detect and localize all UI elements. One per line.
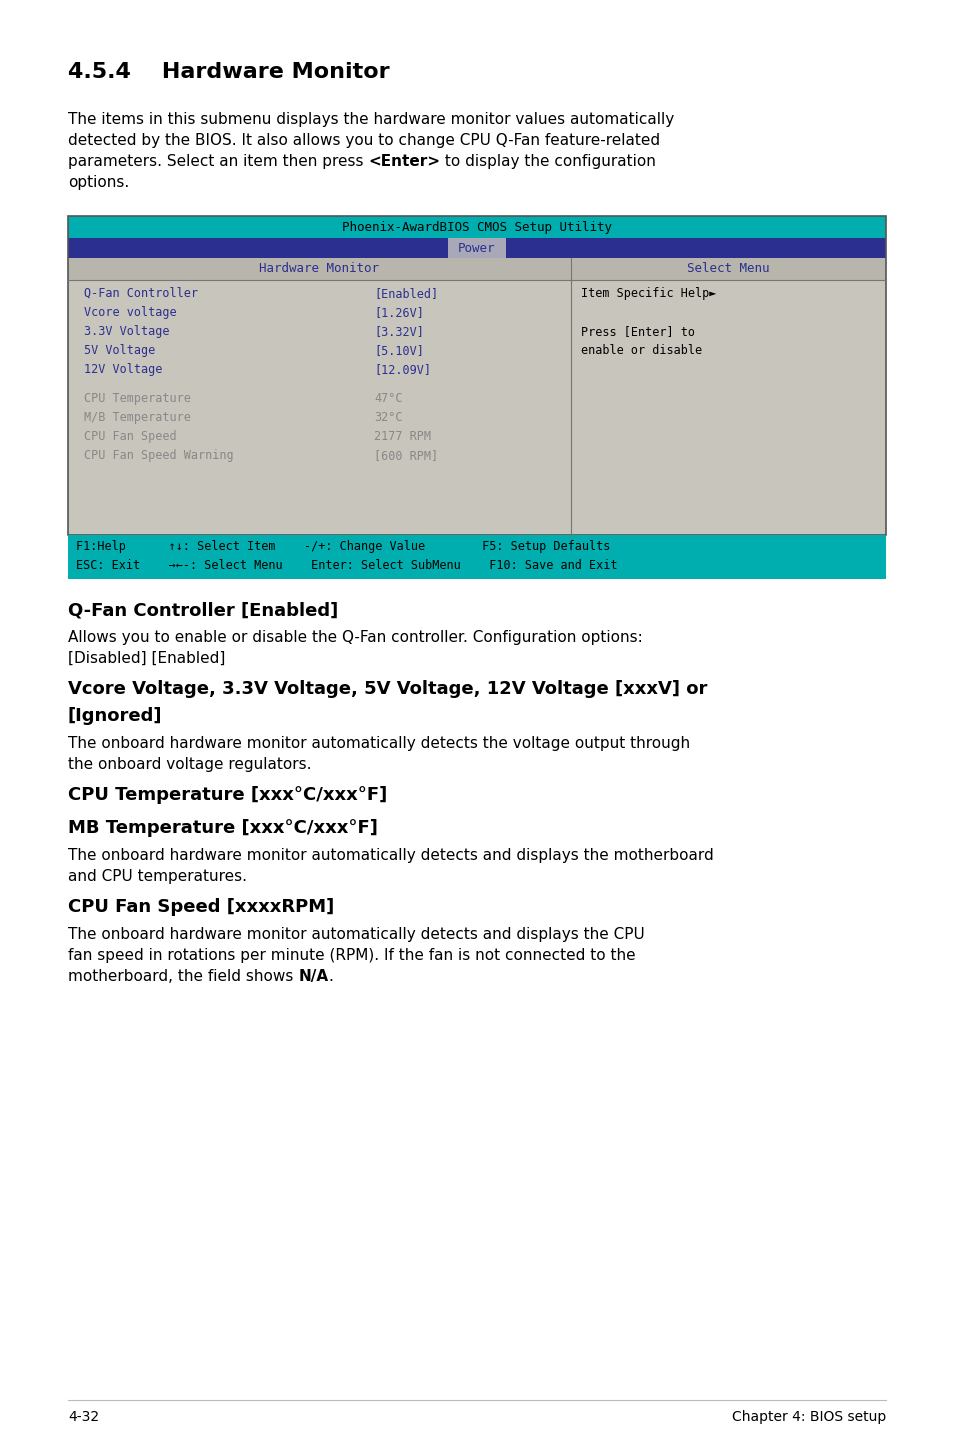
- Text: Q-Fan Controller [Enabled]: Q-Fan Controller [Enabled]: [68, 601, 338, 618]
- Text: motherboard, the field shows: motherboard, the field shows: [68, 969, 298, 984]
- Text: CPU Temperature [xxx°C/xxx°F]: CPU Temperature [xxx°C/xxx°F]: [68, 787, 387, 804]
- Text: CPU Fan Speed: CPU Fan Speed: [84, 430, 176, 443]
- Text: [3.32V]: [3.32V]: [375, 325, 424, 338]
- Text: The onboard hardware monitor automatically detects and displays the motherboard: The onboard hardware monitor automatical…: [68, 848, 713, 863]
- Text: MB Temperature [xxx°C/xxx°F]: MB Temperature [xxx°C/xxx°F]: [68, 820, 377, 837]
- Text: Phoenix-AwardBIOS CMOS Setup Utility: Phoenix-AwardBIOS CMOS Setup Utility: [341, 220, 612, 233]
- Text: Vcore Voltage, 3.3V Voltage, 5V Voltage, 12V Voltage [xxxV] or: Vcore Voltage, 3.3V Voltage, 5V Voltage,…: [68, 680, 706, 697]
- Text: 5V Voltage: 5V Voltage: [84, 344, 155, 357]
- Text: 12V Voltage: 12V Voltage: [84, 362, 162, 375]
- Text: [Ignored]: [Ignored]: [68, 707, 162, 725]
- Text: CPU Temperature: CPU Temperature: [84, 393, 191, 406]
- Text: to display the configuration: to display the configuration: [440, 154, 656, 170]
- Text: Chapter 4: BIOS setup: Chapter 4: BIOS setup: [731, 1411, 885, 1424]
- Text: [5.10V]: [5.10V]: [375, 344, 424, 357]
- Text: [Disabled] [Enabled]: [Disabled] [Enabled]: [68, 651, 225, 666]
- Text: parameters. Select an item then press: parameters. Select an item then press: [68, 154, 368, 170]
- Bar: [68, 216, 885, 239]
- Text: 2177 RPM: 2177 RPM: [375, 430, 431, 443]
- Text: [12.09V]: [12.09V]: [375, 362, 431, 375]
- Text: .: .: [328, 969, 333, 984]
- Bar: [448, 239, 505, 257]
- Text: CPU Fan Speed Warning: CPU Fan Speed Warning: [84, 449, 233, 462]
- Bar: [68, 216, 885, 535]
- Text: fan speed in rotations per minute (RPM). If the fan is not connected to the: fan speed in rotations per minute (RPM).…: [68, 948, 635, 963]
- Text: CPU Fan Speed [xxxxRPM]: CPU Fan Speed [xxxxRPM]: [68, 897, 334, 916]
- Text: enable or disable: enable or disable: [580, 344, 701, 357]
- Text: M/B Temperature: M/B Temperature: [84, 411, 191, 424]
- Text: Item Specific Help►: Item Specific Help►: [580, 288, 716, 301]
- Text: 4-32: 4-32: [68, 1411, 99, 1424]
- Bar: [68, 280, 885, 535]
- Text: Press [Enter] to: Press [Enter] to: [580, 325, 695, 338]
- Text: Hardware Monitor: Hardware Monitor: [259, 263, 379, 276]
- Text: and CPU temperatures.: and CPU temperatures.: [68, 869, 247, 884]
- Text: Power: Power: [457, 242, 496, 255]
- Bar: [68, 239, 885, 257]
- Text: 32°C: 32°C: [375, 411, 402, 424]
- Text: <Enter>: <Enter>: [368, 154, 440, 170]
- Text: 4.5.4    Hardware Monitor: 4.5.4 Hardware Monitor: [68, 62, 389, 82]
- Text: The items in this submenu displays the hardware monitor values automatically: The items in this submenu displays the h…: [68, 112, 674, 127]
- Bar: [68, 257, 885, 280]
- Text: Allows you to enable or disable the Q-Fan controller. Configuration options:: Allows you to enable or disable the Q-Fa…: [68, 630, 642, 646]
- Text: [1.26V]: [1.26V]: [375, 306, 424, 319]
- Bar: [68, 535, 885, 580]
- Text: Vcore voltage: Vcore voltage: [84, 306, 176, 319]
- Text: 3.3V Voltage: 3.3V Voltage: [84, 325, 170, 338]
- Text: 47°C: 47°C: [375, 393, 402, 406]
- Text: detected by the BIOS. It also allows you to change CPU Q-Fan feature-related: detected by the BIOS. It also allows you…: [68, 132, 659, 148]
- Text: The onboard hardware monitor automatically detects the voltage output through: The onboard hardware monitor automatical…: [68, 736, 689, 751]
- Text: the onboard voltage regulators.: the onboard voltage regulators.: [68, 756, 312, 772]
- Text: F1:Help      ↑↓: Select Item    -/+: Change Value        F5: Setup Defaults: F1:Help ↑↓: Select Item -/+: Change Valu…: [76, 541, 610, 554]
- Text: [600 RPM]: [600 RPM]: [375, 449, 438, 462]
- Text: N/A: N/A: [298, 969, 328, 984]
- Text: [Enabled]: [Enabled]: [375, 288, 438, 301]
- Text: options.: options.: [68, 175, 129, 190]
- Text: The onboard hardware monitor automatically detects and displays the CPU: The onboard hardware monitor automatical…: [68, 928, 644, 942]
- Text: ESC: Exit    →←-: Select Menu    Enter: Select SubMenu    F10: Save and Exit: ESC: Exit →←-: Select Menu Enter: Select…: [76, 559, 617, 572]
- Text: Select Menu: Select Menu: [686, 263, 769, 276]
- Text: Q-Fan Controller: Q-Fan Controller: [84, 288, 198, 301]
